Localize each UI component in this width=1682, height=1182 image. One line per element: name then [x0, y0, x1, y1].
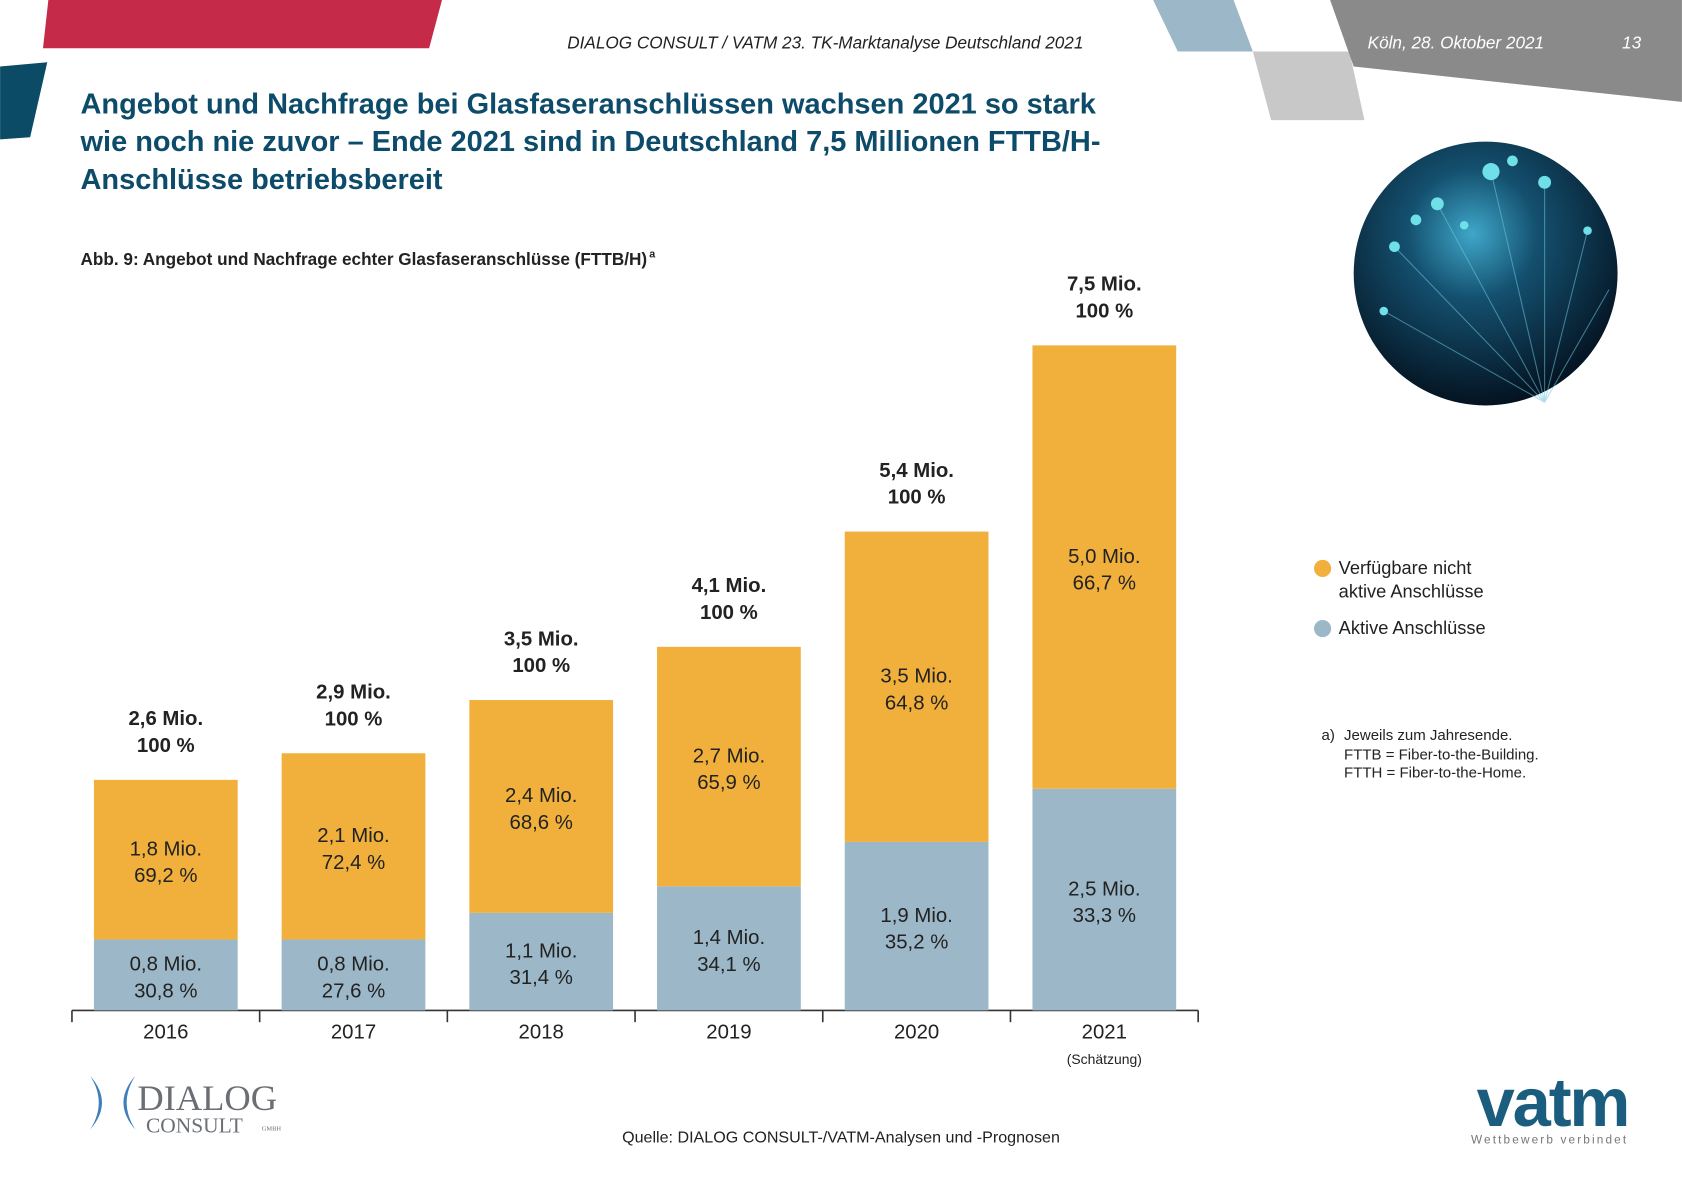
page-number: 13	[1622, 32, 1642, 52]
footnote-line: FTTH = Fiber-to-the-Home.	[1344, 765, 1526, 782]
total-label: 7,5 Mio.	[1067, 274, 1142, 296]
chart-caption-superscript: a	[649, 248, 656, 260]
total-label: 2,6 Mio.	[128, 708, 203, 730]
segment-share-label: 69,2 %	[134, 865, 197, 887]
segment-share-label: 72,4 %	[322, 852, 385, 874]
bar-segment	[469, 700, 614, 913]
footnote-marker: a)	[1322, 727, 1335, 744]
segment-share-label: 35,2 %	[885, 932, 948, 954]
decor-gray	[1330, 0, 1682, 102]
dialog-logo: DIALOG CONSULT GMBH	[90, 1075, 282, 1138]
footnote-line: Jeweils zum Jahresende.	[1344, 727, 1512, 744]
header-date: Köln, 28. Oktober 2021	[1368, 32, 1544, 52]
segment-value-label: 1,1 Mio.	[505, 940, 577, 962]
legend-swatch	[1314, 559, 1332, 578]
bar-segment	[657, 886, 801, 1011]
header-report: DIALOG CONSULT / VATM 23. TK-Marktanalys…	[567, 32, 1083, 52]
bar-segment	[93, 779, 238, 940]
x-tick-label: 2018	[519, 1021, 564, 1043]
logo-vatm: vatm	[1477, 1064, 1629, 1141]
legend-swatch	[1314, 619, 1332, 638]
total-share-label: 100 %	[137, 735, 195, 757]
x-tick-label: 2017	[331, 1021, 376, 1043]
x-tick-label: 2020	[894, 1021, 939, 1043]
total-label: 2,9 Mio.	[316, 682, 391, 704]
bar-segment	[281, 939, 426, 1011]
dialog-logo-mark	[90, 1075, 136, 1130]
photo-circle	[1353, 141, 1618, 406]
fiber-dots	[1379, 155, 1592, 316]
total-share-label: 100 %	[700, 602, 758, 624]
segment-share-label: 27,6 %	[322, 980, 385, 1002]
x-tick-label: 2019	[706, 1021, 751, 1043]
bar-segment	[469, 912, 614, 1011]
legend-item: Verfügbare nicht aktive Anschlüsse	[1338, 557, 1484, 602]
fibers	[1383, 171, 1610, 403]
segment-share-label: 68,6 %	[510, 812, 573, 834]
chart-caption: Abb. 9: Angebot und Nachfrage echter Gla…	[81, 249, 648, 269]
logo-dialog: DIALOG	[137, 1078, 277, 1118]
title-line: Angebot und Nachfrage bei Glasfaseransch…	[81, 89, 1097, 121]
decor-blue	[1153, 0, 1253, 52]
decor-red	[42, 0, 442, 49]
bar-segment	[281, 753, 426, 940]
photo	[1353, 141, 1618, 406]
segment-value-label: 2,7 Mio.	[693, 745, 765, 767]
bar-segment	[1032, 345, 1177, 789]
total-label: 5,4 Mio.	[879, 460, 954, 482]
segment-value-label: 3,5 Mio.	[880, 665, 952, 687]
total-share-label: 100 %	[888, 487, 946, 509]
segment-value-label: 2,4 Mio.	[505, 785, 577, 807]
total-label: 3,5 Mio.	[504, 628, 579, 650]
segment-value-label: 1,9 Mio.	[880, 905, 952, 927]
segment-share-label: 64,8 %	[885, 692, 948, 714]
source: Quelle: DIALOG CONSULT-/VATM-Analysen un…	[622, 1128, 1060, 1146]
decor-teal	[0, 62, 48, 140]
bar-segment	[1032, 788, 1177, 1011]
segment-value-label: 0,8 Mio.	[317, 954, 389, 976]
logo-gmbh: GMBH	[262, 1126, 282, 1133]
decor-lightgray	[1252, 51, 1365, 121]
footnote-line: FTTB = Fiber-to-the-Building.	[1344, 746, 1539, 763]
x-tick-label: 2021	[1082, 1021, 1127, 1043]
segment-value-label: 1,4 Mio.	[693, 927, 765, 949]
segment-value-label: 0,8 Mio.	[130, 954, 202, 976]
x-tick-label: 2016	[143, 1021, 188, 1043]
total-share-label: 100 %	[325, 708, 383, 730]
total-share-label: 100 %	[512, 655, 570, 677]
segment-share-label: 30,8 %	[134, 980, 197, 1002]
chart: 0,8 Mio. 30,8 % 1,8 Mio. 69,2 % 2,6 Mio. 100 …	[71, 274, 1486, 1067]
total-label: 4,1 Mio.	[692, 575, 767, 597]
legend-label: Aktive Anschlüsse	[1338, 617, 1486, 639]
segment-share-label: 33,3 %	[1073, 905, 1136, 927]
bar-segment	[844, 531, 989, 842]
segment-value-label: 5,0 Mio.	[1068, 546, 1140, 568]
bar-segment	[657, 646, 801, 887]
legend-item: Aktive Anschlüsse	[1338, 617, 1486, 639]
logo-vatm-slogan: Wettbewerb verbindet	[1471, 1133, 1628, 1146]
segment-share-label: 65,9 %	[697, 772, 760, 794]
segment-value-label: 2,1 Mio.	[317, 825, 389, 847]
title-line: wie noch nie zuvor – Ende 2021 sind in D…	[80, 126, 1101, 158]
title-line: Anschlüsse betriebsbereit	[81, 164, 443, 196]
segment-share-label: 34,1 %	[697, 954, 760, 976]
x-tick-note: (Schätzung)	[1067, 1051, 1142, 1067]
title: Angebot und Nachfrage bei Glasfaseransch…	[80, 89, 1101, 196]
bar-segment	[844, 841, 989, 1011]
total-share-label: 100 %	[1075, 300, 1133, 322]
segment-value-label: 1,8 Mio.	[130, 838, 202, 860]
legend-label: Verfügbare nicht aktive Anschlüsse	[1338, 557, 1484, 602]
segment-value-label: 2,5 Mio.	[1068, 878, 1140, 900]
segment-share-label: 66,7 %	[1073, 573, 1136, 595]
bar-segment	[93, 939, 238, 1011]
logo-consult: CONSULT	[146, 1114, 243, 1138]
segment-share-label: 31,4 %	[510, 967, 573, 989]
